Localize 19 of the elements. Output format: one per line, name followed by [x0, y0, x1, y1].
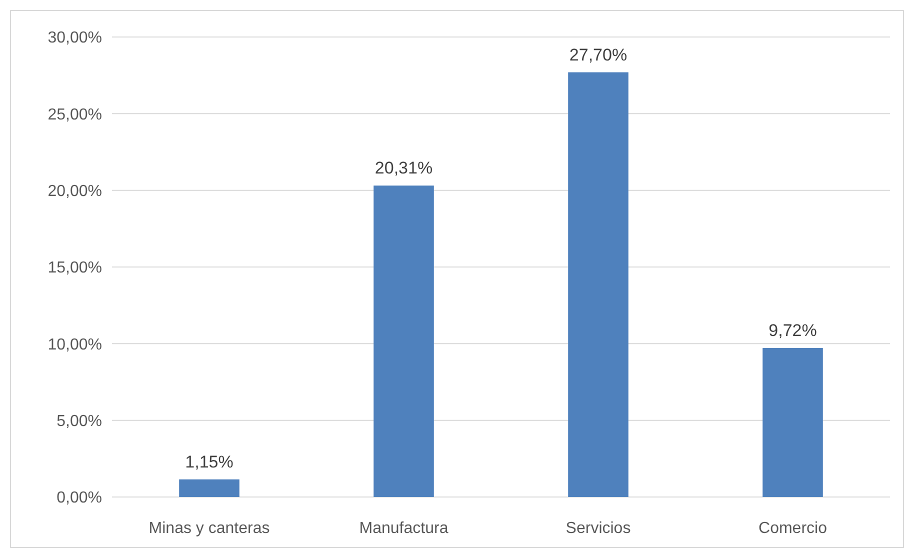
y-tick-label: 30,00%: [48, 30, 102, 47]
x-tick-label: Servicios: [566, 520, 631, 537]
y-tick-label: 25,00%: [48, 106, 102, 124]
bar: [374, 186, 434, 497]
data-label: 20,31%: [374, 158, 433, 178]
y-tick-label: 20,00%: [48, 182, 102, 200]
x-tick-label: Comercio: [758, 520, 828, 537]
data-label: 27,70%: [569, 45, 628, 64]
bar: [762, 348, 823, 497]
bar: [179, 479, 240, 497]
bar: [568, 72, 628, 497]
data-label: 9,72%: [768, 320, 817, 340]
y-tick-label: 0,00%: [56, 490, 102, 507]
x-tick-label: Manufactura: [359, 520, 448, 537]
x-tick-label: Minas y canteras: [148, 520, 270, 537]
y-tick-label: 5,00%: [56, 412, 102, 430]
y-tick-label: 10,00%: [48, 336, 102, 354]
y-tick-label: 15,00%: [48, 260, 102, 277]
data-label: 1,15%: [185, 452, 234, 472]
